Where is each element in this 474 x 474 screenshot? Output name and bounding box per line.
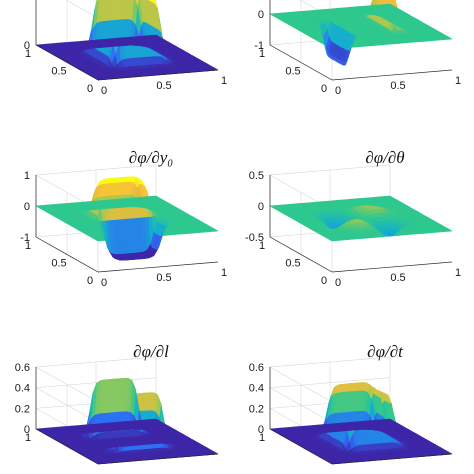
z-tick-label: 0	[24, 40, 30, 52]
x-tick-label: 0	[101, 85, 107, 97]
y-tick-label: 1	[259, 240, 265, 252]
y-tick-label: 0.5	[51, 66, 66, 78]
surface-facet	[148, 0, 151, 1]
z-gridline	[65, 0, 99, 19]
y-tick-label: 0.5	[285, 66, 300, 78]
y-tick-label: 0	[321, 83, 327, 95]
x-tick-label: 0	[335, 277, 341, 289]
panel-surface-dphi-dl: 00.20.40.61∂φ/∂l	[15, 342, 219, 465]
x-tick-label: 0.5	[156, 80, 171, 92]
z-tick-label: 0	[24, 201, 30, 213]
panel-surface-dphi-dtheta: -0.500.500.510 0.5 1∂φ/∂θ	[245, 148, 461, 289]
panel-title: ∂φ/∂θ	[365, 148, 404, 167]
surface-mesh	[35, 0, 219, 81]
x-tick-label: 0	[335, 85, 341, 97]
z-gridline	[299, 0, 333, 19]
x-tick-label: 1	[455, 75, 461, 87]
y-tick-label: 0.5	[51, 258, 66, 270]
y-axis-line	[35, 44, 99, 81]
x-tick-label: 0	[101, 277, 107, 289]
x-tick-label: 1	[221, 75, 227, 87]
x-axis-line	[97, 69, 219, 81]
x-tick-label: 0.5	[390, 80, 405, 92]
x-tick-label: 1	[455, 267, 461, 279]
x-axis-line	[97, 261, 219, 273]
y-tick-label: 1	[259, 48, 265, 60]
x-tick-label: 1	[221, 267, 227, 279]
y-tick-label: 1	[25, 48, 31, 60]
panel-title: ∂φ/∂y₀	[129, 148, 173, 167]
z-tick-label: 0	[258, 201, 264, 213]
y-tick-label: 0	[87, 275, 93, 287]
y-tick-label: 0	[87, 83, 93, 95]
y-tick-label: 0.5	[285, 258, 300, 270]
x-tick-label: 0.5	[390, 272, 405, 284]
z-tick-label: 0	[258, 9, 264, 21]
z-tick-label: 1	[24, 170, 30, 182]
y-tick-label: 1	[25, 240, 31, 252]
surface-mesh	[269, 0, 453, 66]
x-axis-line	[331, 261, 453, 273]
z-tick-label: 0.5	[249, 170, 264, 182]
y-tick-label: 0	[321, 275, 327, 287]
x-axis-line	[331, 69, 453, 81]
x-tick-label: 0.5	[156, 272, 171, 284]
